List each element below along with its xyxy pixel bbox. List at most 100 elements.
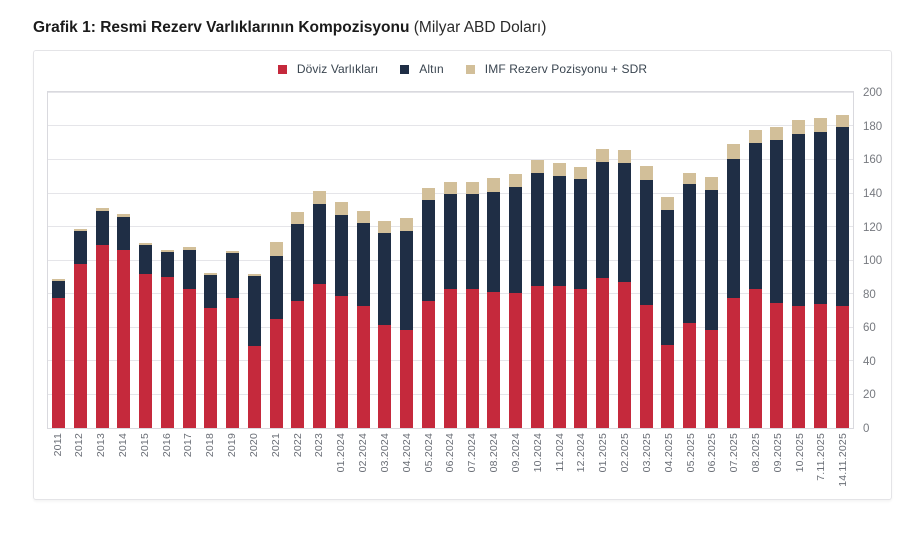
- gridline-200: [48, 91, 853, 93]
- bar-segment: [422, 188, 436, 201]
- bar-08.2025[interactable]: [748, 129, 762, 428]
- bar-11.2024[interactable]: [552, 162, 566, 428]
- bar-2022[interactable]: [291, 211, 305, 428]
- bar-segment: [813, 304, 827, 428]
- bar-05.2025[interactable]: [683, 172, 697, 428]
- x-tick-label: 05.2025: [684, 433, 697, 473]
- bars: [48, 92, 853, 428]
- bar-segment: [813, 118, 827, 132]
- x-tick-label: 09.2025: [771, 433, 784, 473]
- bar-segment: [269, 241, 283, 256]
- bar-segment: [52, 278, 65, 282]
- bar-2017[interactable]: [182, 247, 196, 428]
- bar-segment: [726, 298, 740, 428]
- bar-segment: [73, 263, 87, 428]
- bar-segment: [465, 181, 479, 194]
- x-tick-01.2024: 01.2024: [335, 433, 348, 472]
- bar-2011[interactable]: [52, 278, 65, 428]
- x-tick-label: 04.2024: [400, 433, 413, 473]
- x-tick-01.2025: 01.2025: [597, 433, 610, 472]
- bar-segment: [52, 297, 65, 428]
- bar-09.2025[interactable]: [770, 127, 784, 428]
- bar-2023[interactable]: [313, 190, 327, 428]
- gridline-180: [48, 125, 853, 127]
- bar-segment: [226, 251, 240, 254]
- bar-06.2025[interactable]: [704, 177, 718, 428]
- bar-segment: [226, 297, 240, 428]
- x-tick-label: 14.11.2025: [837, 433, 850, 487]
- bar-segment: [639, 305, 653, 428]
- bar-segment: [770, 140, 784, 304]
- bar-09.2024[interactable]: [509, 174, 523, 428]
- bar-02.2024[interactable]: [356, 210, 370, 428]
- bar-2019[interactable]: [226, 251, 240, 428]
- bar-segment: [835, 114, 849, 128]
- bar-04.2025[interactable]: [661, 197, 675, 428]
- bar-05.2024[interactable]: [422, 188, 436, 428]
- bar-7.11.2025[interactable]: [813, 118, 827, 428]
- legend-item-3[interactable]: IMF Rezerv Pozisyonu + SDR: [465, 62, 647, 76]
- bar-2015[interactable]: [139, 242, 153, 428]
- x-tick-label: 06.2024: [444, 433, 457, 473]
- bar-04.2024[interactable]: [400, 218, 414, 428]
- bar-07.2024[interactable]: [465, 181, 479, 428]
- bar-segment: [291, 300, 305, 428]
- x-tick-08.2024: 08.2024: [488, 433, 501, 472]
- bar-06.2024[interactable]: [443, 182, 457, 428]
- bar-segment: [378, 324, 392, 428]
- bar-03.2025[interactable]: [639, 166, 653, 428]
- bar-01.2025[interactable]: [596, 148, 610, 428]
- bar-segment: [95, 210, 109, 245]
- legend: Döviz Varlıkları Altın IMF Rezerv Pozisyon…: [34, 62, 891, 76]
- x-tick-12.2024: 12.2024: [575, 433, 588, 472]
- x-tick-label: 04.2025: [662, 433, 675, 473]
- bar-segment: [313, 204, 327, 285]
- bar-08.2024[interactable]: [487, 177, 501, 428]
- bar-14.11.2025[interactable]: [835, 114, 849, 428]
- bar-segment: [117, 250, 131, 428]
- bar-2020[interactable]: [247, 273, 261, 428]
- bar-2016[interactable]: [160, 250, 174, 428]
- bar-2013[interactable]: [95, 208, 109, 428]
- bar-10.2025[interactable]: [792, 120, 806, 428]
- bar-2014[interactable]: [117, 214, 131, 428]
- bar-2018[interactable]: [204, 272, 218, 428]
- bar-2012[interactable]: [73, 228, 87, 428]
- x-tick-03.2025: 03.2025: [640, 433, 653, 472]
- bar-segment: [835, 306, 849, 428]
- gridline-160: [48, 158, 853, 160]
- bar-segment: [770, 127, 784, 141]
- bar-segment: [160, 277, 174, 428]
- bar-02.2025[interactable]: [617, 150, 631, 428]
- x-tick-05.2025: 05.2025: [684, 433, 697, 472]
- bar-segment: [748, 288, 762, 428]
- x-tick-label: 06.2025: [706, 433, 719, 473]
- bar-segment: [617, 282, 631, 428]
- x-axis-labels: 2011 2012 2013 2014 2015 2016 2017 2018 2019 2020…: [47, 433, 854, 487]
- bar-segment: [160, 252, 174, 278]
- bar-01.2024[interactable]: [334, 202, 348, 428]
- chart-title: Grafik 1: Resmi Rezerv Varlıklarının Kom…: [33, 19, 546, 37]
- bar-03.2024[interactable]: [378, 220, 392, 428]
- bar-10.2024[interactable]: [530, 159, 544, 428]
- x-tick-2020: 2020: [247, 433, 260, 457]
- bar-07.2025[interactable]: [726, 144, 740, 428]
- legend-item-1[interactable]: Döviz Varlıkları: [277, 62, 378, 76]
- x-tick-label: 2014: [116, 433, 129, 458]
- x-tick-2014: 2014: [116, 433, 129, 457]
- x-tick-09.2025: 09.2025: [771, 433, 784, 472]
- bar-segment: [704, 330, 718, 428]
- y-tick-60: 60: [863, 322, 876, 335]
- x-tick-10.2024: 10.2024: [531, 433, 544, 472]
- bar-segment: [792, 134, 806, 306]
- legend-item-2[interactable]: Altın: [400, 62, 444, 76]
- bar-12.2024[interactable]: [574, 167, 588, 428]
- bar-segment: [683, 172, 697, 185]
- bar-segment: [269, 255, 283, 320]
- x-tick-label: 2015: [138, 433, 151, 458]
- bar-2021[interactable]: [269, 241, 283, 428]
- bar-segment: [117, 214, 131, 217]
- y-tick-100: 100: [863, 255, 883, 268]
- bar-segment: [291, 224, 305, 301]
- bar-segment: [596, 277, 610, 428]
